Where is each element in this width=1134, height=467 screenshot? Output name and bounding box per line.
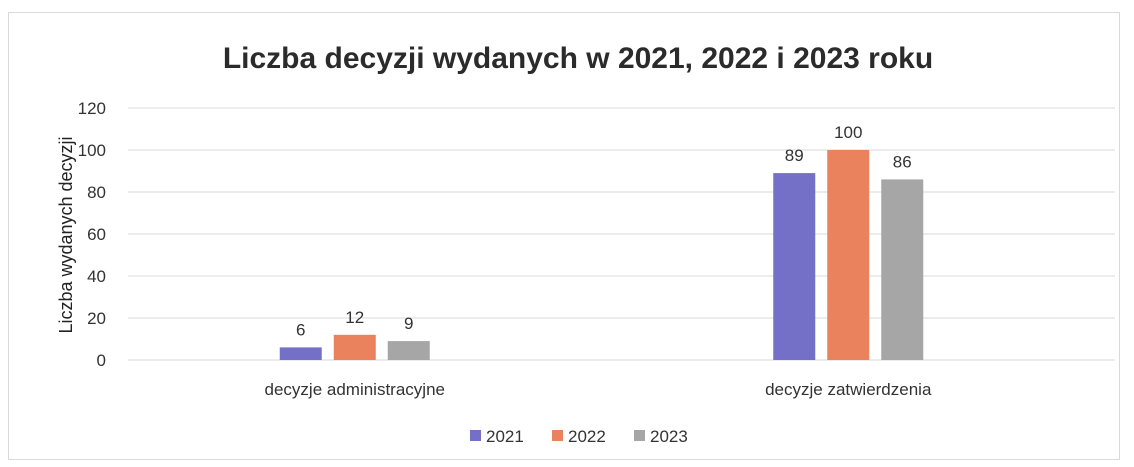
y-tick-label: 40 xyxy=(87,267,106,286)
data-label: 12 xyxy=(345,308,364,327)
legend-swatch xyxy=(634,430,645,441)
legend-label: 2023 xyxy=(650,427,688,446)
y-axis-label: Liczba wydanych decyzji xyxy=(56,136,76,333)
data-label: 9 xyxy=(404,314,413,333)
bar xyxy=(387,341,430,360)
gridlines xyxy=(128,107,1115,361)
y-tick-label: 100 xyxy=(78,141,106,160)
y-tick-label: 20 xyxy=(87,309,106,328)
bar xyxy=(827,150,870,360)
data-label: 100 xyxy=(834,123,862,142)
legend-swatch xyxy=(552,430,563,441)
y-tick-label: 60 xyxy=(87,225,106,244)
data-label: 6 xyxy=(296,320,305,339)
category-label: decyzje zatwierdzenia xyxy=(765,380,932,399)
chart-frame xyxy=(8,12,1120,460)
bar xyxy=(773,173,816,360)
legend-swatch xyxy=(470,430,481,441)
bar xyxy=(279,347,322,360)
bar xyxy=(333,334,376,360)
bar xyxy=(881,179,924,360)
legend-label: 2021 xyxy=(486,427,524,446)
category-labels: decyzje administracyjne decyzje zatwierdz… xyxy=(265,380,932,399)
chart-title: Liczba decyzji wydanych w 2021, 2022 i 2… xyxy=(223,42,933,75)
bars xyxy=(279,150,924,360)
y-tick-label: 0 xyxy=(97,351,106,370)
y-tick-label: 80 xyxy=(87,183,106,202)
legend-label: 2022 xyxy=(568,427,606,446)
data-label: 89 xyxy=(785,146,804,165)
category-label: decyzje administracyjne xyxy=(265,380,445,399)
y-tick-label: 120 xyxy=(78,99,106,118)
data-label: 86 xyxy=(893,152,912,171)
y-axis-ticks: 0 20 40 60 80 100 120 xyxy=(78,99,106,370)
legend: 2021 2022 2023 xyxy=(470,427,688,446)
data-labels: 6 12 9 89 100 86 xyxy=(296,123,912,339)
